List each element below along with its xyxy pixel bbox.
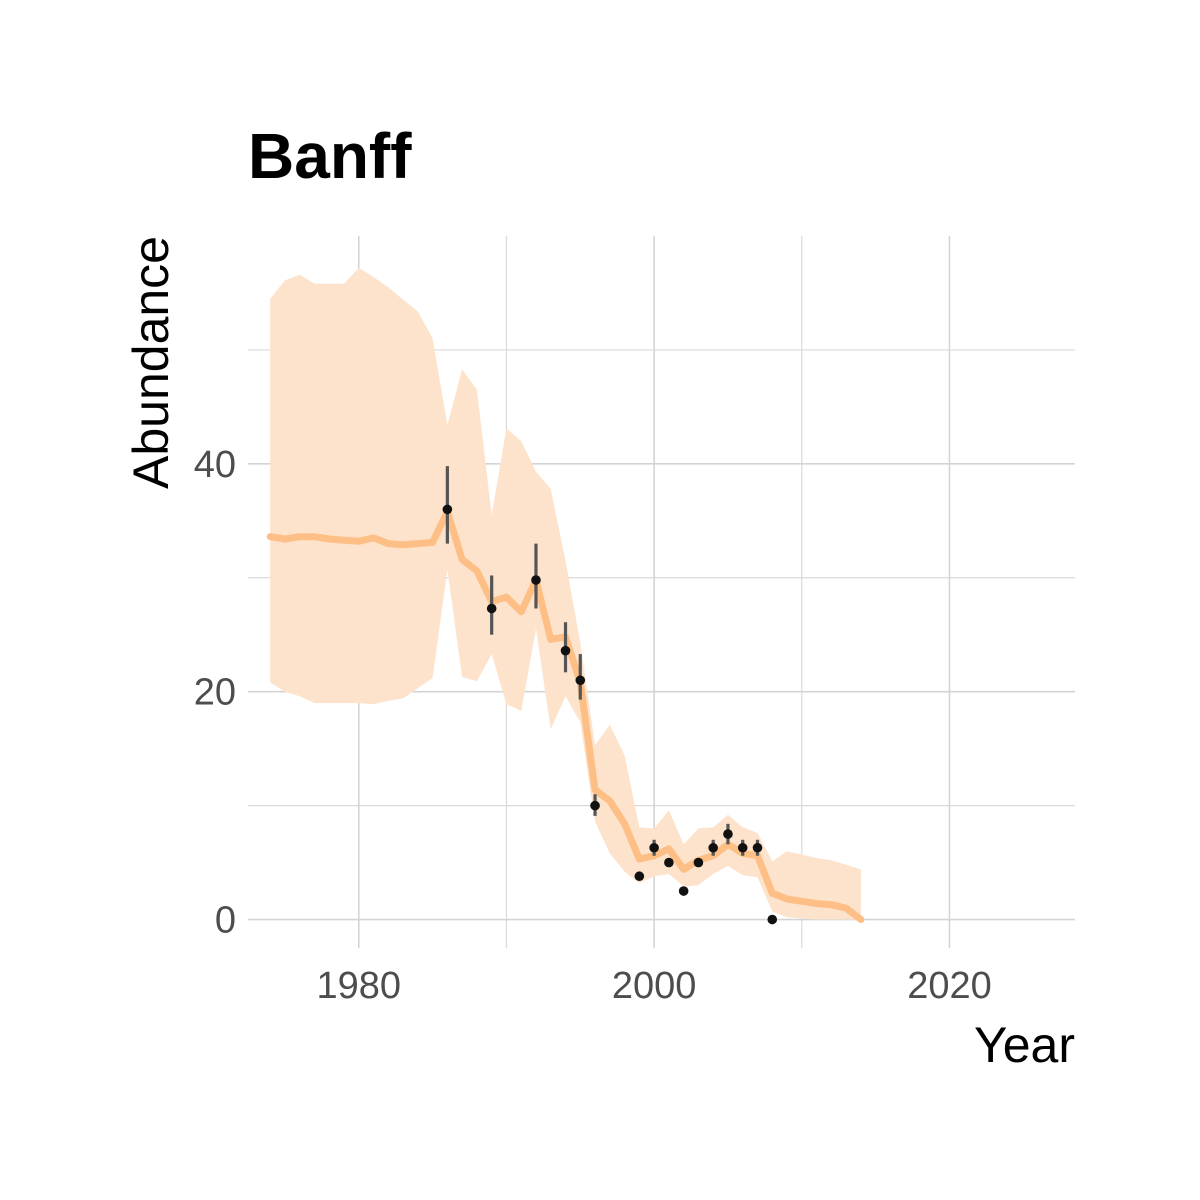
data-point bbox=[442, 504, 453, 515]
data-point bbox=[678, 886, 689, 896]
data-point bbox=[693, 857, 704, 868]
y-tick-label: 40 bbox=[194, 444, 236, 486]
data-point bbox=[531, 575, 541, 585]
chart-title: Banff bbox=[248, 120, 412, 192]
confidence-band bbox=[270, 267, 861, 920]
x-tick-label: 2020 bbox=[907, 965, 992, 1007]
y-tick-label: 0 bbox=[215, 900, 236, 942]
x-tick-label: 1980 bbox=[316, 965, 401, 1007]
data-point bbox=[560, 645, 571, 656]
y-tick-label: 20 bbox=[194, 672, 236, 714]
data-point bbox=[752, 842, 763, 853]
x-axis-title: Year bbox=[974, 1017, 1075, 1073]
x-tick-label: 2000 bbox=[612, 965, 697, 1007]
data-point bbox=[708, 842, 718, 853]
data-point bbox=[723, 829, 733, 839]
y-axis-title: Abundance bbox=[123, 236, 179, 489]
data-point bbox=[486, 603, 497, 614]
tick-labels: 1980 2000 2020 0 20 40 bbox=[194, 444, 992, 1007]
data-point bbox=[590, 800, 600, 811]
data-point bbox=[634, 871, 645, 882]
data-point bbox=[664, 857, 674, 868]
data-point bbox=[575, 675, 586, 686]
data-point bbox=[767, 914, 778, 925]
data-point bbox=[737, 842, 748, 853]
observed-points bbox=[442, 504, 778, 925]
confidence-band-area bbox=[270, 267, 861, 920]
data-point bbox=[649, 842, 659, 853]
